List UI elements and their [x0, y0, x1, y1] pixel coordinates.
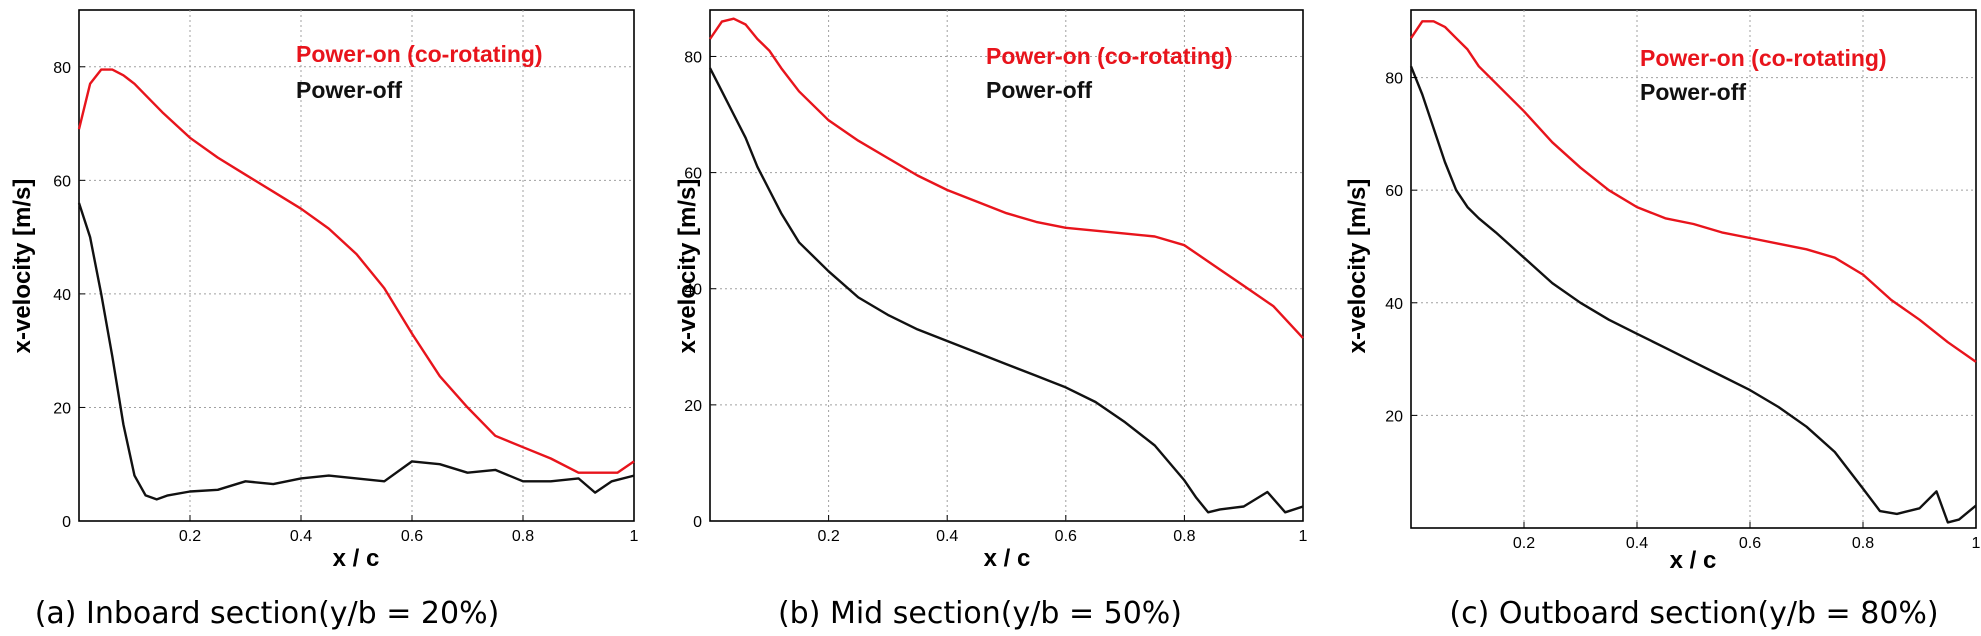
- x-tick-label: 0.4: [1626, 535, 1648, 552]
- series-power-off-line: [77, 202, 635, 501]
- y-tick-label: 80: [53, 60, 71, 77]
- series-power-on-line: [709, 17, 1304, 339]
- x-tick-label: 0.6: [1739, 535, 1761, 552]
- x-tick-label: 0.8: [512, 528, 534, 545]
- series-lines: [1409, 20, 1977, 524]
- panel-outboard: 0.2 0.4 0.6 0.8 1 20 40 60 80 Power-on (co-rotat…: [1344, 9, 1981, 631]
- y-tick-label: 40: [53, 287, 71, 304]
- tick-labels: 0.2 0.4 0.6 0.8 1 0 20 40 60 80: [684, 49, 1307, 545]
- caption-outboard: (c) Outboard section(y/b = 80%): [1449, 596, 1938, 631]
- legend-power-off: Power-off: [296, 77, 402, 103]
- x-tick-label: 0.8: [1852, 535, 1874, 552]
- plot-frame: [78, 9, 635, 522]
- tick-labels: 0.2 0.4 0.6 0.8 1 20 40 60 80: [1385, 71, 1980, 552]
- series-power-off-line: [1409, 65, 1977, 524]
- x-tick-label: 0.2: [1513, 535, 1535, 552]
- grid: [79, 10, 634, 521]
- grid: [710, 10, 1303, 521]
- legend-power-on: Power-on (co-rotating): [986, 43, 1233, 69]
- y-axis-label: x-velocity [m/s]: [9, 179, 36, 354]
- x-tick-label: 0.8: [1173, 528, 1195, 545]
- y-tick-label: 60: [53, 173, 71, 190]
- x-tick-label: 0.2: [817, 528, 839, 545]
- x-tick-label: 0.2: [179, 528, 201, 545]
- x-tick-label: 1: [1972, 535, 1981, 552]
- series-lines: [77, 68, 635, 501]
- grid: [1411, 10, 1976, 528]
- x-tick-label: 0.6: [1055, 528, 1077, 545]
- y-axis-label: x-velocity [m/s]: [1344, 179, 1371, 354]
- series-power-off-line: [708, 67, 1304, 514]
- x-axis-label: x / c: [1670, 547, 1717, 574]
- x-tick-label: 1: [1299, 528, 1308, 545]
- y-tick-label: 80: [684, 49, 702, 66]
- x-tick-label: 0.4: [290, 528, 312, 545]
- y-tick-label: 0: [62, 514, 71, 531]
- y-tick-label: 60: [1385, 183, 1403, 200]
- y-tick-label: 0: [693, 514, 702, 531]
- y-tick-label: 40: [684, 282, 702, 299]
- x-tick-label: 0.6: [401, 528, 423, 545]
- x-tick-label: 0.4: [936, 528, 958, 545]
- legend-power-off: Power-off: [986, 77, 1092, 103]
- x-axis-label: x / c: [333, 545, 380, 572]
- y-tick-label: 20: [684, 398, 702, 415]
- y-tick-label: 80: [1385, 71, 1403, 88]
- plot-frame: [709, 9, 1304, 522]
- panel-mid: 0.2 0.4 0.6 0.8 1 0 20 40 60 80 Power-on (co-rota…: [674, 9, 1308, 631]
- tick-labels: 0.2 0.4 0.6 0.8 1 0 20 40 60 80: [53, 60, 638, 545]
- y-axis-label: x-velocity [m/s]: [674, 179, 701, 354]
- series-power-on-line: [77, 68, 635, 474]
- legend-power-off: Power-off: [1640, 79, 1746, 105]
- y-tick-label: 60: [684, 166, 702, 183]
- caption-inboard: (a) Inboard section(y/b = 20%): [35, 596, 500, 631]
- plot-frame: [1410, 9, 1977, 529]
- legend-power-on: Power-on (co-rotating): [1640, 45, 1887, 71]
- x-tick-label: 1: [630, 528, 639, 545]
- series-power-on-line: [1410, 20, 1977, 363]
- y-tick-label: 20: [1385, 408, 1403, 425]
- panel-inboard: 0.2 0.4 0.6 0.8 1 0 20 40 60 80 Power-on (co-rota…: [9, 9, 639, 631]
- series-lines: [708, 17, 1304, 514]
- legend-power-on: Power-on (co-rotating): [296, 41, 543, 67]
- y-tick-label: 40: [1385, 296, 1403, 313]
- x-axis-label: x / c: [984, 545, 1031, 572]
- caption-mid: (b) Mid section(y/b = 50%): [778, 596, 1182, 631]
- y-tick-label: 20: [53, 400, 71, 417]
